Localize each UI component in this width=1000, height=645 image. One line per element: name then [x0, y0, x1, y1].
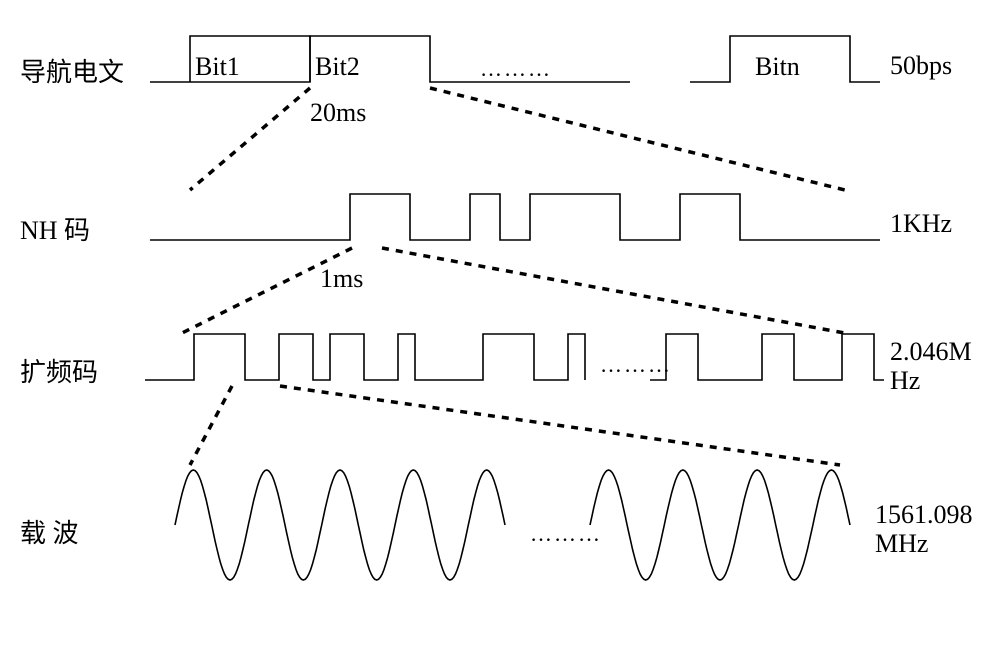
wave-nh	[150, 188, 870, 258]
wave-spread	[150, 330, 870, 396]
carrier-ellipsis: ………	[530, 521, 602, 547]
spread-ellipsis-2: ………	[600, 352, 672, 378]
rate-nh: 1KHz	[890, 210, 952, 239]
signal-structure-diagram: 导航电文 Bit1 Bit2 ……… Bitn 50bps 20ms NH 码	[20, 20, 980, 625]
label-carrier: 载 波	[20, 513, 79, 550]
sublabel-1ms: 1ms	[320, 264, 363, 294]
rate-carrier: 1561.098 MHz	[875, 501, 973, 558]
wave-carrier	[150, 465, 870, 595]
label-nh: NH 码	[20, 210, 90, 247]
label-spread: 扩频码	[20, 352, 98, 389]
rate-spread: 2.046M Hz	[890, 338, 972, 395]
